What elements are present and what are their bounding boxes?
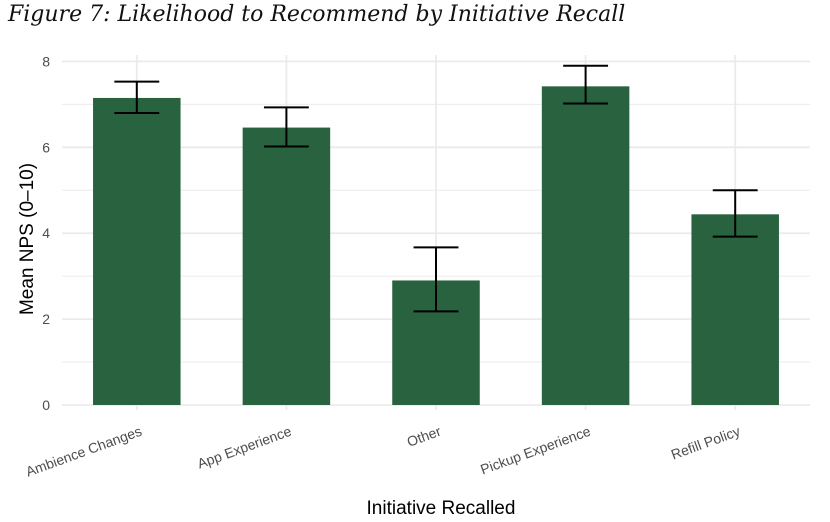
y-tick-label: 2 <box>42 311 50 327</box>
error-bar-ambience-changes <box>114 80 160 114</box>
x-tick-label: Pickup Experience <box>478 423 593 478</box>
y-tick-label: 0 <box>42 397 50 413</box>
bar-refill-policy <box>691 214 779 405</box>
error-bar-pickup-experience <box>563 64 609 105</box>
x-tick-labels: Ambience Changes App Experience Other Picku… <box>24 423 743 480</box>
bar-ambience-changes <box>93 97 181 405</box>
x-axis-label: Initiative Recalled <box>367 498 516 519</box>
x-tick-label: Ambience Changes <box>24 423 144 480</box>
bar-layer <box>93 86 779 405</box>
error-bar-refill-policy <box>712 189 758 238</box>
y-axis-label: Mean NPS (0–10) <box>17 163 38 315</box>
y-tick-label: 6 <box>42 139 50 155</box>
y-tick-label: 8 <box>42 53 50 69</box>
error-bar-app-experience <box>263 106 309 148</box>
error-bar-layer <box>114 64 758 313</box>
y-tick-labels: 0 2 4 6 8 <box>42 53 50 413</box>
x-tick-label: Refill Policy <box>669 423 742 463</box>
figure-title: Figure 7: Likelihood to Recommend by Ini… <box>8 2 626 27</box>
x-tick-label: App Experience <box>195 423 294 472</box>
bar-pickup-experience <box>541 86 630 405</box>
error-bar-other <box>413 246 459 313</box>
bar-app-experience <box>242 127 331 405</box>
x-tick-label: Other <box>405 423 444 450</box>
y-tick-label: 4 <box>42 225 50 241</box>
